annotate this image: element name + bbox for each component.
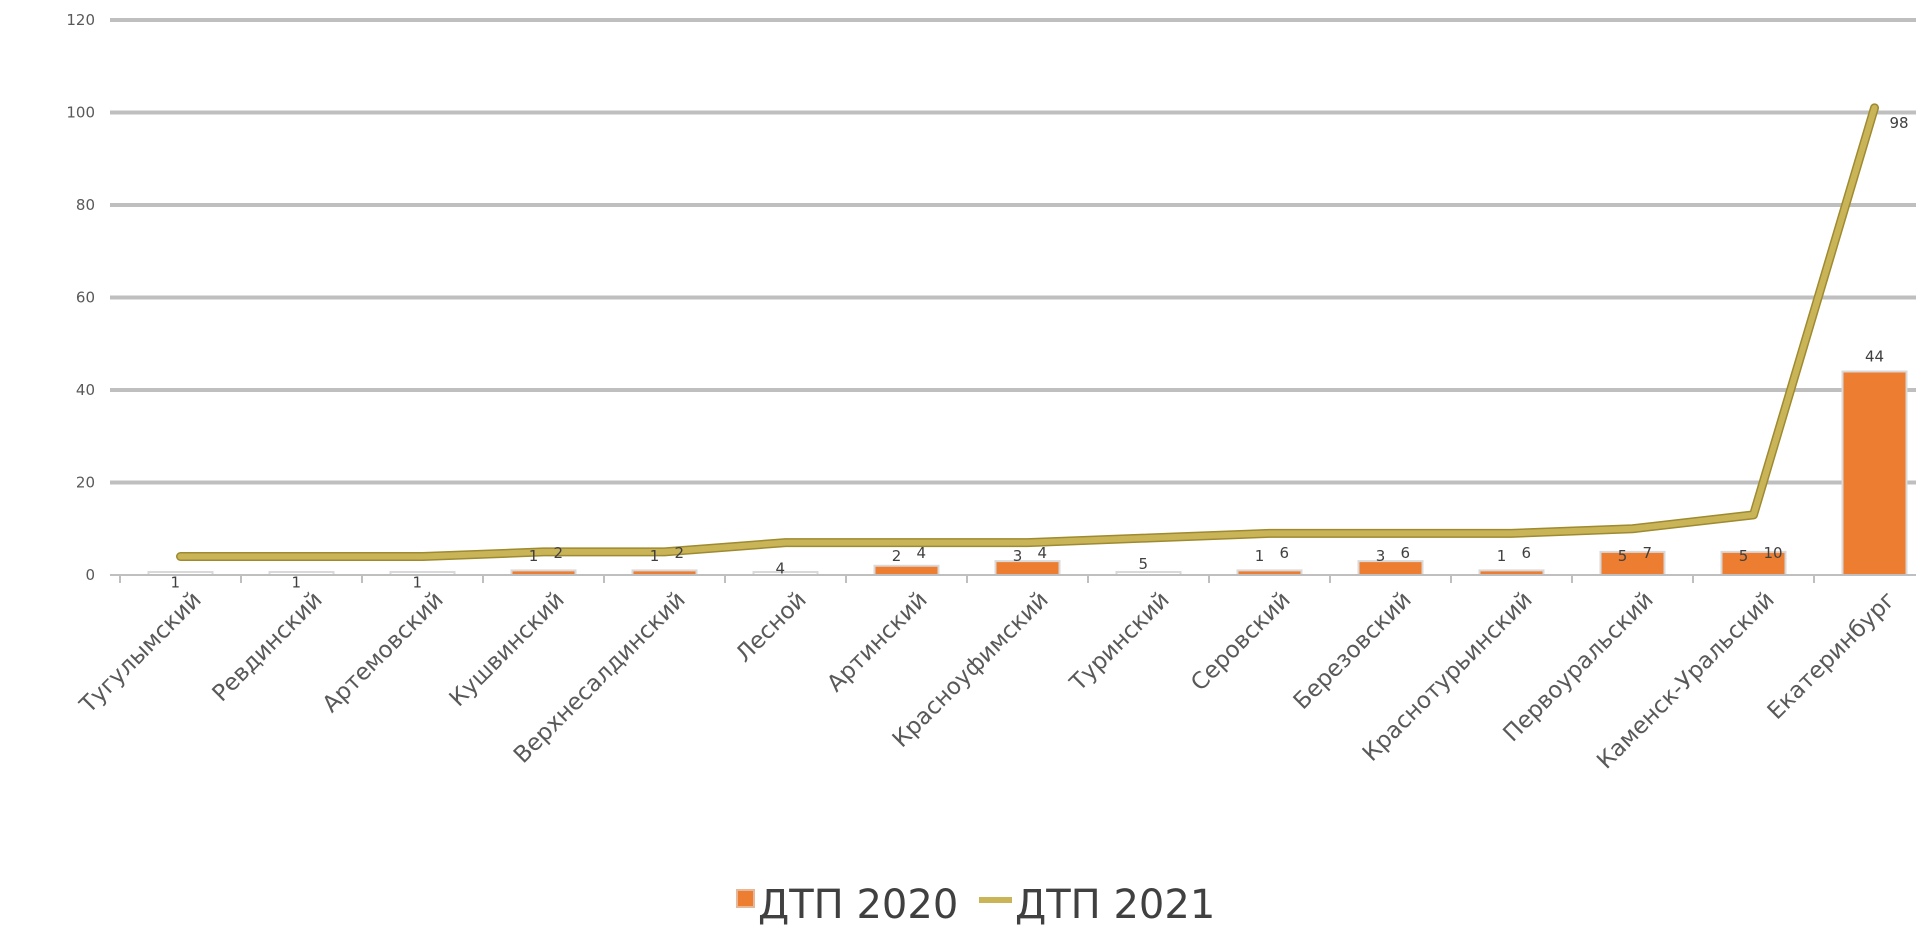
line-point-dtp-2021 (1388, 530, 1393, 536)
y-tick-label: 100 (66, 104, 95, 122)
category-label: Ревдинский (208, 587, 328, 707)
line-point-dtp-2021 (1509, 530, 1514, 536)
bar-data-label: 3 (1376, 547, 1386, 565)
line-point-dtp-2021 (662, 549, 667, 555)
line-data-label: 10 (1764, 544, 1783, 562)
bar-data-label: 1 (1255, 547, 1265, 565)
line-data-label: 7 (1643, 544, 1653, 562)
category-label: Лесной (731, 587, 812, 668)
category-label: Березовский (1289, 587, 1417, 715)
bar-dtp-2020 (1841, 370, 1908, 576)
line-point-dtp-2021 (1872, 105, 1877, 111)
line-data-label: 1 (292, 574, 302, 592)
bar-data-label: 44 (1865, 348, 1884, 366)
bar-data-label: 1 (529, 547, 539, 565)
line-data-label: 6 (1522, 544, 1532, 562)
line-point-dtp-2021 (541, 549, 546, 555)
line-data-label: 4 (1038, 544, 1048, 562)
bar-data-label: 5 (1739, 547, 1749, 565)
line-data-label: 6 (1280, 544, 1290, 562)
category-label: Екатеринбург (1763, 587, 1901, 725)
bar-data-label: 1 (650, 547, 660, 565)
line-data-label: 2 (554, 544, 564, 562)
bar-data-label: 2 (892, 547, 902, 565)
line-data-label: 2 (675, 544, 685, 562)
line-dtp-2021 (177, 104, 1878, 560)
line-point-dtp-2021 (178, 554, 183, 559)
line-data-label: 6 (1401, 544, 1411, 562)
bar-dtp-2020 (1357, 560, 1424, 576)
bar-dtp-2020 (994, 560, 1061, 576)
category-label: Тугулымский (75, 587, 207, 719)
line-data-label: 4 (917, 544, 927, 562)
line-point-dtp-2021 (1267, 530, 1272, 536)
category-label: Туринский (1065, 587, 1175, 697)
category-label: Артемовский (318, 587, 449, 718)
legend-label-dtp-2020: ДТП 2020 (758, 882, 958, 928)
y-tick-label: 60 (76, 289, 95, 307)
line-point-dtp-2021 (299, 554, 304, 559)
y-tick-label: 80 (76, 196, 95, 214)
line-data-label: 1 (413, 574, 423, 592)
line-point-dtp-2021 (1146, 535, 1151, 541)
legend-label-dtp-2021: ДТП 2021 (1015, 882, 1215, 928)
y-tick-label: 20 (76, 474, 95, 492)
bar-data-label: 1 (1497, 547, 1507, 565)
category-label: Кушвинский (445, 587, 570, 712)
category-label: Серовский (1186, 587, 1296, 697)
line-data-label: 98 (1890, 114, 1909, 132)
line-data-label: 1 (171, 574, 181, 592)
bar-data-label: 5 (1618, 547, 1628, 565)
y-tick-label: 40 (76, 381, 95, 399)
line-point-dtp-2021 (783, 540, 788, 546)
line-dtp-2021-shadow (176, 103, 1879, 561)
y-tick-label: 120 (66, 11, 95, 29)
bar-dtp-2020 (873, 564, 940, 576)
line-point-dtp-2021 (1025, 540, 1030, 546)
line-data-label: 5 (1139, 555, 1149, 573)
line-point-dtp-2021 (904, 540, 909, 546)
line-data-label: 4 (776, 560, 786, 578)
bar-data-label: 3 (1013, 547, 1023, 565)
line-point-dtp-2021 (1630, 526, 1635, 532)
bar-dtp-2020 (1599, 550, 1666, 576)
legend-bar-swatch (736, 889, 755, 908)
category-label: Артинский (822, 587, 932, 697)
line-point-dtp-2021 (420, 554, 425, 559)
line-point-dtp-2021 (1751, 512, 1756, 518)
y-tick-label: 0 (85, 566, 95, 584)
